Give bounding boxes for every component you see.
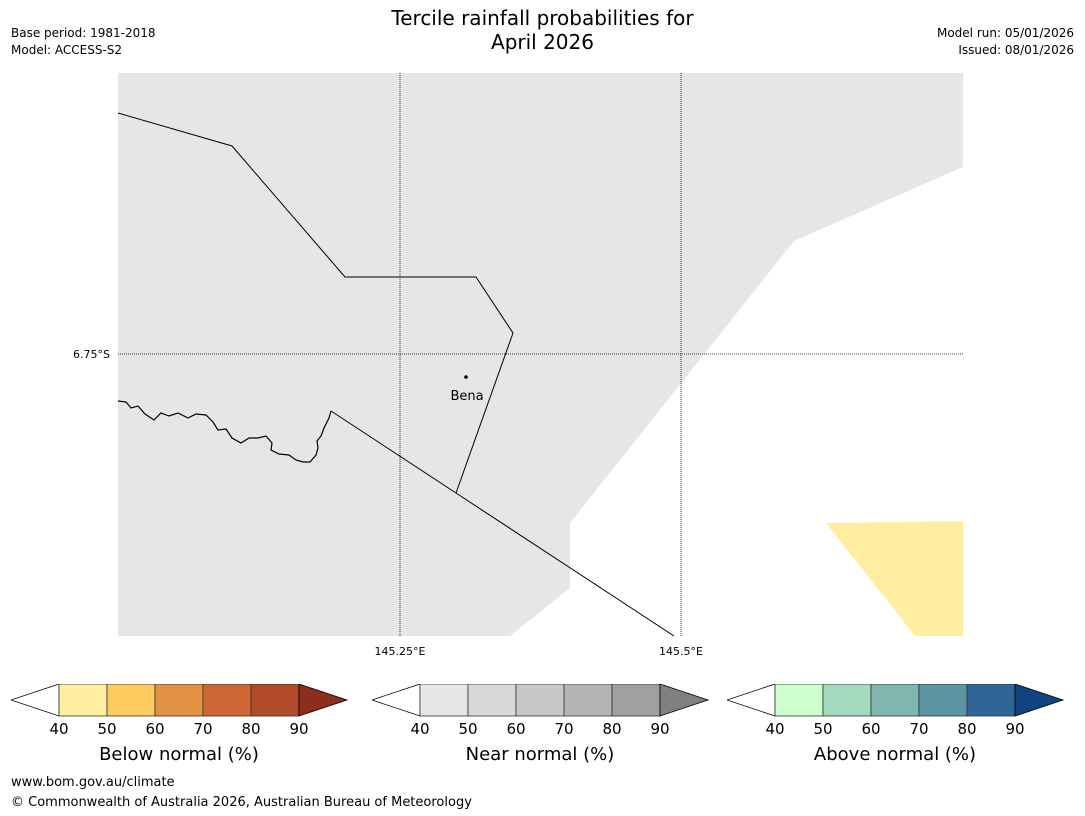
near-normal-colorbar-title: Near normal (%) — [465, 744, 615, 765]
lat-label: 6.75°S — [73, 348, 110, 361]
lon-label-2: 145.5°E — [659, 645, 703, 658]
near-normal-colorbar: 40 50 60 70 80 90 — [372, 684, 710, 738]
near-normal-extend-low — [372, 684, 421, 717]
near-normal-tick-label: 70 — [554, 720, 573, 738]
near-normal-tick-label: 80 — [602, 720, 621, 738]
above-normal-tick-label: 80 — [957, 720, 976, 738]
map-title: Tercile rainfall probabilities for April… — [0, 6, 1085, 54]
above-normal-colorbar: 40 50 60 70 80 90 — [727, 684, 1065, 738]
near-normal-tick-label: 60 — [506, 720, 525, 738]
above-normal-extend-low — [727, 684, 776, 717]
below-normal-cell — [58, 684, 108, 717]
above-normal-cell — [870, 684, 920, 717]
near-normal-extend-high — [659, 684, 710, 717]
above-normal-cell — [774, 684, 824, 717]
above-normal-tick-label: 50 — [813, 720, 832, 738]
above-normal-tick-label: 90 — [1005, 720, 1024, 738]
above-normal-tick-label: 70 — [909, 720, 928, 738]
below-normal-cell — [106, 684, 156, 717]
near-normal-tick-label: 50 — [458, 720, 477, 738]
below-normal-colorbar-title: Below normal (%) — [99, 744, 259, 765]
map-title-line1: Tercile rainfall probabilities for — [391, 6, 694, 30]
meta-left: Base period: 1981-2018 Model: ACCESS-S2 — [11, 25, 156, 59]
above-normal-cell — [822, 684, 872, 717]
map-title-line2: April 2026 — [491, 30, 594, 54]
model-run-text: Model run: 05/01/2026 — [936, 26, 1074, 40]
place-marker-icon — [464, 375, 468, 379]
base-period-text: Base period: 1981-2018 — [11, 26, 156, 40]
meta-right: Model run: 05/01/2026 Issued: 08/01/2026 — [937, 25, 1074, 59]
below-normal-tick-label: 60 — [145, 720, 164, 738]
below-normal-tick-label: 40 — [49, 720, 68, 738]
map: Bena 6.75°S 145.25°E 145.5°E — [73, 73, 963, 658]
above-normal-extend-high — [1014, 684, 1065, 717]
lon-label-1: 145.25°E — [375, 645, 426, 658]
above-normal-tick-label: 60 — [861, 720, 880, 738]
above-normal-cell — [918, 684, 968, 717]
near-normal-cell — [563, 684, 613, 717]
above-normal-colorbar-title: Above normal (%) — [813, 744, 977, 765]
below-normal-tick-label: 70 — [193, 720, 212, 738]
near-normal-cell — [515, 684, 565, 717]
below-normal-patch — [826, 521, 963, 636]
model-text: Model: ACCESS-S2 — [11, 43, 123, 57]
above-normal-tick-label: 40 — [765, 720, 784, 738]
below-normal-colorbar: 40 50 60 70 80 90 — [11, 684, 349, 738]
above-normal-cell — [966, 684, 1016, 717]
footer-url: www.bom.gov.au/climate — [11, 775, 175, 790]
near-normal-tick-label: 40 — [410, 720, 429, 738]
near-normal-cell — [419, 684, 469, 717]
below-normal-extend-high — [298, 684, 349, 717]
near-normal-cell — [467, 684, 517, 717]
below-normal-cell — [250, 684, 300, 717]
near-normal-tick-label: 90 — [650, 720, 669, 738]
below-normal-cell — [154, 684, 204, 717]
footer-copyright: © Commonwealth of Australia 2026, Austra… — [11, 795, 472, 810]
issued-text: Issued: 08/01/2026 — [958, 43, 1074, 57]
below-normal-tick-label: 80 — [241, 720, 260, 738]
place-label: Bena — [450, 389, 483, 404]
near-normal-cell — [611, 684, 661, 717]
below-normal-tick-label: 90 — [289, 720, 308, 738]
below-normal-cell — [202, 684, 252, 717]
near-normal-region — [118, 73, 963, 636]
below-normal-extend-low — [11, 684, 60, 717]
below-normal-tick-label: 50 — [97, 720, 116, 738]
province-boundary — [330, 410, 675, 637]
river-boundary — [117, 400, 332, 463]
province-boundary — [117, 112, 514, 494]
